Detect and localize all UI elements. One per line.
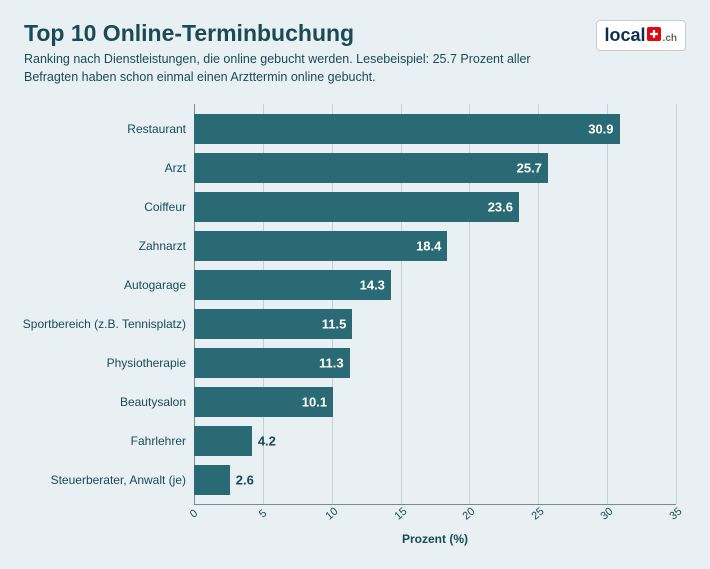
- bar-value-label: 25.7: [517, 161, 542, 176]
- bar-value-label: 2.6: [236, 473, 254, 488]
- bar-value-label: 30.9: [588, 122, 613, 137]
- bar-value-label: 4.2: [258, 434, 276, 449]
- bar-category-label: Autogarage: [124, 278, 186, 292]
- bar-value-label: 18.4: [416, 239, 441, 254]
- bar-row: Restaurant30.9: [194, 110, 676, 148]
- bar-row: Physiotherapie11.3: [194, 344, 676, 382]
- bar-category-label: Beautysalon: [120, 395, 186, 409]
- chart-bars: Restaurant30.9Arzt25.7Coiffeur23.6Zahnar…: [194, 104, 676, 504]
- bar: 18.4: [194, 231, 447, 261]
- bar: 10.1: [194, 387, 333, 417]
- x-axis: 05101520253035: [194, 504, 676, 534]
- x-tick: 35: [667, 505, 684, 522]
- bar: 4.2: [194, 426, 252, 456]
- bar-row: Beautysalon10.1: [194, 383, 676, 421]
- logo-text: local: [605, 25, 646, 46]
- bar-category-label: Coiffeur: [144, 200, 186, 214]
- x-tick: 25: [530, 505, 547, 522]
- chart-title: Top 10 Online-Terminbuchung: [24, 20, 686, 47]
- x-tick: 20: [461, 505, 478, 522]
- x-tick: 10: [323, 505, 340, 522]
- bar-category-label: Physiotherapie: [107, 356, 186, 370]
- bar-row: Steuerberater, Anwalt (je)2.6: [194, 461, 676, 499]
- bar-value-label: 11.5: [322, 317, 347, 332]
- bar: 30.9: [194, 114, 620, 144]
- bar: 23.6: [194, 192, 519, 222]
- bar-category-label: Steuerberater, Anwalt (je): [51, 473, 186, 487]
- logo-badge: local .ch: [596, 20, 686, 51]
- bar-value-label: 11.3: [319, 356, 344, 371]
- chart-container: Top 10 Online-Terminbuchung Ranking nach…: [0, 0, 710, 569]
- chart-subtitle: Ranking nach Dienstleistungen, die onlin…: [24, 51, 564, 86]
- x-tick: 15: [392, 505, 409, 522]
- bar-category-label: Arzt: [165, 161, 186, 175]
- bar-category-label: Sportbereich (z.B. Tennisplatz): [23, 317, 186, 331]
- gridline: [676, 104, 677, 504]
- bar-row: Autogarage14.3: [194, 266, 676, 304]
- bar-category-label: Fahrlehrer: [131, 434, 186, 448]
- bar-row: Arzt25.7: [194, 149, 676, 187]
- x-axis-label: Prozent (%): [194, 532, 676, 546]
- bar: 25.7: [194, 153, 548, 183]
- x-tick: 30: [599, 505, 616, 522]
- bar-value-label: 23.6: [488, 200, 513, 215]
- bar-category-label: Zahnarzt: [139, 239, 186, 253]
- bar-row: Zahnarzt18.4: [194, 227, 676, 265]
- bar: 14.3: [194, 270, 391, 300]
- bar-row: Fahrlehrer4.2: [194, 422, 676, 460]
- logo-suffix: .ch: [663, 33, 677, 44]
- bar: 11.3: [194, 348, 350, 378]
- chart-header: Top 10 Online-Terminbuchung Ranking nach…: [24, 20, 686, 86]
- bar-category-label: Restaurant: [127, 122, 186, 136]
- chart-plot: Restaurant30.9Arzt25.7Coiffeur23.6Zahnar…: [194, 104, 676, 534]
- bar-row: Sportbereich (z.B. Tennisplatz)11.5: [194, 305, 676, 343]
- bar: 11.5: [194, 309, 352, 339]
- x-tick: 5: [257, 507, 269, 520]
- bar-row: Coiffeur23.6: [194, 188, 676, 226]
- bar-value-label: 14.3: [360, 278, 385, 293]
- bar: 2.6: [194, 465, 230, 495]
- bar-value-label: 10.1: [302, 395, 327, 410]
- x-tick: 0: [188, 507, 200, 520]
- logo-plus-icon: [647, 25, 661, 39]
